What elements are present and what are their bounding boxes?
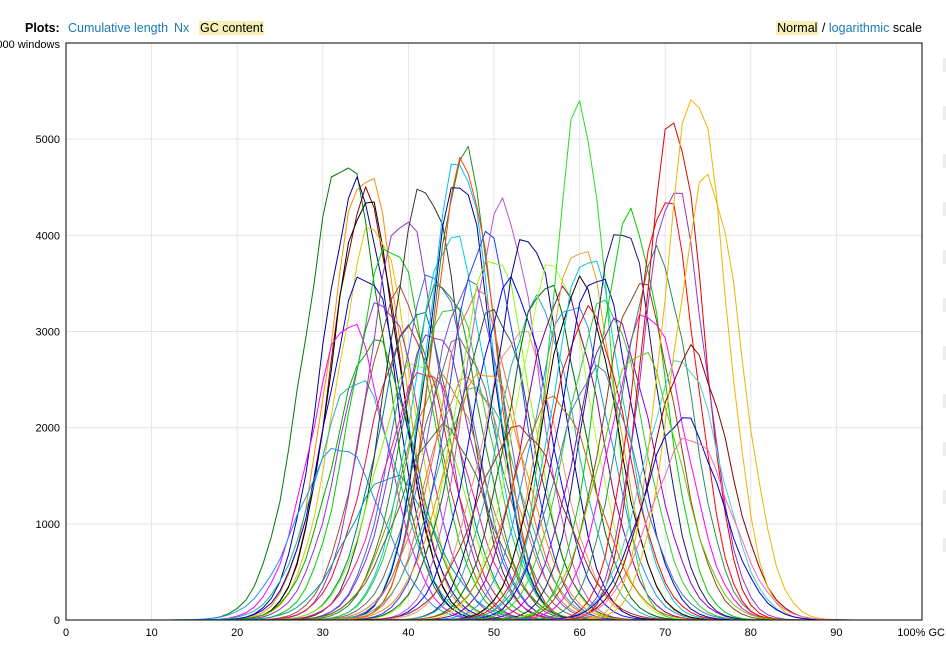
cumulative-length-link[interactable]: Cumulative length bbox=[68, 21, 169, 35]
x-tick-label: 30 bbox=[317, 627, 329, 639]
legend-marker bbox=[943, 346, 946, 360]
scale-separator: / bbox=[821, 21, 826, 35]
x-tick-label: 50 bbox=[488, 627, 500, 639]
legend-marker bbox=[943, 442, 946, 456]
y-tick-label: 2000 bbox=[36, 423, 60, 435]
scale-word: scale bbox=[892, 21, 922, 35]
x-tick-label: 10 bbox=[145, 627, 157, 639]
y-tick-label: 1000 bbox=[36, 519, 60, 531]
x-tick-label: 70 bbox=[659, 627, 671, 639]
y-tick-label: 5000 bbox=[36, 134, 60, 146]
legend-marker bbox=[943, 394, 946, 408]
x-tick-label: 90 bbox=[830, 627, 842, 639]
gc-content-link[interactable]: GC content bbox=[199, 21, 265, 35]
axis-ticks: 0 10 20 30 40 50 60 70 80 90 100% GC 0 1000 2000 3000 4… bbox=[36, 134, 946, 639]
normal-scale-link[interactable]: Normal bbox=[776, 21, 819, 35]
legend-marker bbox=[943, 538, 946, 552]
y-tick-label: 0 bbox=[54, 615, 60, 627]
logarithmic-scale-link[interactable]: logarithmic bbox=[828, 21, 890, 35]
x-tick-label: 100% GC bbox=[897, 627, 945, 639]
legend-marker bbox=[943, 298, 946, 312]
legend-marker bbox=[943, 250, 946, 264]
plot-frame bbox=[65, 42, 923, 621]
x-tick-label: 80 bbox=[745, 627, 757, 639]
y-tick-label: 4000 bbox=[36, 230, 60, 242]
legend-marker bbox=[943, 202, 946, 216]
x-tick-label: 40 bbox=[402, 627, 414, 639]
scale-switch: Normal / logarithmic scale bbox=[776, 21, 922, 35]
legend-marker bbox=[943, 106, 946, 120]
y-tick-label: 3000 bbox=[36, 327, 60, 339]
plots-label: Plots: bbox=[25, 21, 60, 35]
x-tick-label: 20 bbox=[231, 627, 243, 639]
legend-marker bbox=[943, 154, 946, 168]
x-tick-label: 0 bbox=[63, 627, 69, 639]
nx-link[interactable]: Nx bbox=[174, 21, 190, 35]
x-tick-label: 60 bbox=[573, 627, 585, 639]
plot-toolbar: Plots: Cumulative length Nx GC content N… bbox=[0, 18, 946, 38]
legend-marker bbox=[943, 490, 946, 504]
y-axis-label: # 5000 windows bbox=[0, 39, 60, 51]
legend-marker bbox=[943, 58, 946, 72]
